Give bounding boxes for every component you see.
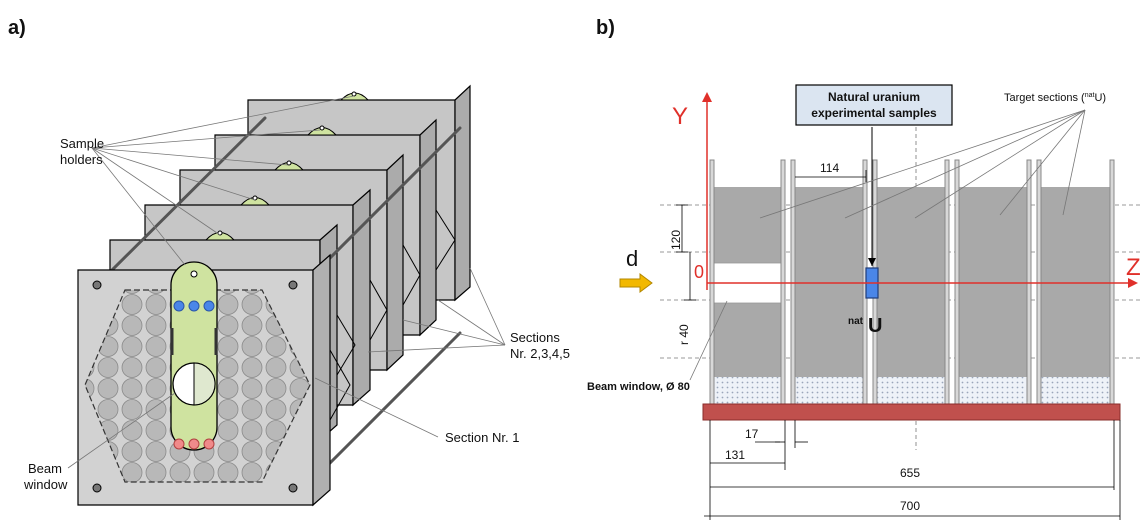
panel-a-label: a) <box>8 17 26 39</box>
dim-lines-bottom <box>704 420 1121 520</box>
target-sections <box>712 187 1113 407</box>
y-axis-label: Y <box>672 103 688 130</box>
dim-r40-label: r 40 <box>677 324 691 345</box>
leader-lines <box>67 95 506 469</box>
sample-blue-1 <box>173 300 185 312</box>
sample-blue-3 <box>203 300 215 312</box>
sections-label-2: Nr. 2,3,4,5 <box>510 346 570 361</box>
z-axis-label: Z <box>1126 254 1141 281</box>
sections-label-1: Sections <box>510 330 560 345</box>
dim-120 <box>676 204 696 301</box>
section-1-label: Section Nr. 1 <box>445 430 519 445</box>
dim-114 <box>795 170 867 182</box>
base-plate <box>702 403 1121 421</box>
panel-b-label: b) <box>596 17 615 39</box>
origin-label: 0 <box>694 262 704 282</box>
target-leaders <box>759 109 1086 219</box>
beam-arrow <box>619 273 653 293</box>
dim-131-label: 131 <box>725 448 745 462</box>
dim-700-label: 700 <box>900 499 920 513</box>
beam-window-label-1: Beam <box>28 461 62 476</box>
sample-holders-label-2: holders <box>60 152 103 167</box>
sample-blue-2 <box>188 300 200 312</box>
dim-655-label: 655 <box>900 466 920 480</box>
beam-window-label-2: window <box>23 477 68 492</box>
beam-window-b-label: Beam window, Ø 80 <box>587 381 690 393</box>
panel-b: b) <box>587 17 1142 520</box>
natural-uranium-box <box>795 84 953 126</box>
dim-120-label: 120 <box>669 230 683 250</box>
dim-17-label: 17 <box>745 427 759 441</box>
sample-holder-front <box>170 261 218 451</box>
sample-red-2 <box>188 438 200 450</box>
natural-uranium-label-2: experimental samples <box>811 106 937 120</box>
natural-uranium-label-1: Natural uranium <box>828 90 920 104</box>
target-sections-label: Target sections (natU) <box>1004 92 1106 104</box>
beam-label: d <box>626 246 638 271</box>
nat-u-label: U <box>868 315 882 337</box>
panel-a: a) <box>8 17 570 507</box>
sample-holders-label-1: Sample <box>60 136 104 151</box>
dim-114-label: 114 <box>820 161 839 175</box>
nat-superscript: nat <box>848 316 864 327</box>
axes <box>702 92 1138 290</box>
sample-red-1 <box>173 438 185 450</box>
sample-red-3 <box>203 438 215 450</box>
